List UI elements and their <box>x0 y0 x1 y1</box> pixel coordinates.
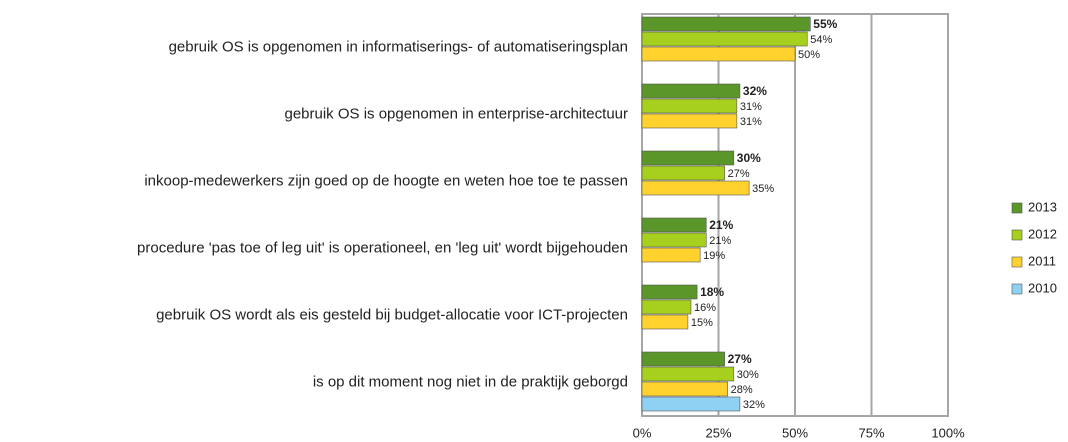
bar <box>641 98 738 114</box>
x-tick-label: 0% <box>633 425 652 440</box>
value-label: 31% <box>740 116 762 128</box>
value-label: 16% <box>694 302 716 314</box>
value-label: 54% <box>810 34 832 46</box>
bar <box>641 83 741 99</box>
bar <box>641 351 725 367</box>
category-label: gebruik OS is opgenomen in informatiseri… <box>169 38 628 55</box>
bar <box>641 46 796 62</box>
bar <box>641 180 750 196</box>
bar <box>641 299 692 315</box>
value-label: 30% <box>737 369 759 381</box>
bar <box>641 165 725 181</box>
legend-label: 2012 <box>1028 226 1057 241</box>
category-label: gebruik OS is opgenomen in enterprise-ar… <box>284 105 628 122</box>
bar <box>641 396 741 412</box>
value-label: 30% <box>737 151 761 165</box>
legend-label: 2011 <box>1028 253 1056 268</box>
category-label: is op dit moment nog niet in de praktijk… <box>313 373 628 390</box>
value-label: 32% <box>743 84 767 98</box>
value-label: 31% <box>740 101 762 113</box>
bar <box>641 113 738 129</box>
value-label: 27% <box>728 352 752 366</box>
bar <box>641 232 707 248</box>
bar <box>641 314 689 330</box>
bar <box>641 150 735 166</box>
bar <box>641 247 701 263</box>
x-tick-label: 25% <box>705 425 731 440</box>
value-label: 15% <box>691 317 713 329</box>
legend-swatch <box>1011 256 1023 268</box>
bar <box>641 381 728 397</box>
value-label: 32% <box>743 399 765 411</box>
category-label: gebruik OS wordt als eis gesteld bij bud… <box>156 306 628 323</box>
value-label: 28% <box>731 384 753 396</box>
value-label: 18% <box>700 285 724 299</box>
legend-swatch <box>1011 283 1023 295</box>
x-tick-label: 100% <box>931 425 965 440</box>
x-tick-label: 50% <box>782 425 808 440</box>
bar <box>641 31 808 47</box>
plot-area <box>641 13 949 417</box>
value-label: 21% <box>709 218 733 232</box>
bar <box>641 16 811 32</box>
legend-swatch <box>1011 229 1023 241</box>
value-label: 35% <box>752 183 774 195</box>
value-label: 50% <box>798 49 820 61</box>
legend-swatch <box>1011 202 1023 214</box>
bar <box>641 366 735 382</box>
category-label: procedure 'pas toe of leg uit' is operat… <box>137 239 628 256</box>
legend-label: 2013 <box>1028 199 1057 214</box>
bar <box>641 284 698 300</box>
legend-label: 2010 <box>1028 280 1057 295</box>
value-label: 21% <box>709 235 731 247</box>
x-tick-label: 75% <box>858 425 884 440</box>
category-label: inkoop-medewerkers zijn goed op de hoogt… <box>144 172 628 189</box>
value-label: 19% <box>703 250 725 262</box>
value-label: 55% <box>813 17 837 31</box>
bar <box>641 217 707 233</box>
value-label: 27% <box>728 168 750 180</box>
